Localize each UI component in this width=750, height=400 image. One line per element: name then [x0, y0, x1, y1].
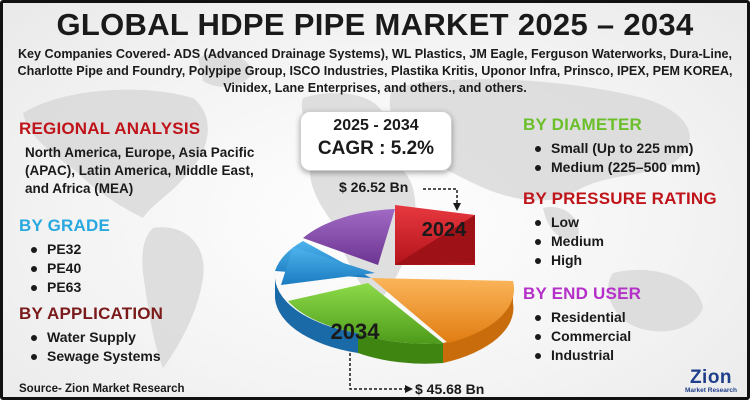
application-list: Water Supply Sewage Systems [31, 328, 161, 366]
bullet-icon [31, 265, 37, 272]
page-title: GLOBAL HDPE PIPE MARKET 2025 – 2034 [56, 7, 694, 42]
pie-slice-green [288, 283, 443, 344]
list-item: PE40 [31, 259, 81, 278]
end-user-list: Residential Commercial Industrial [535, 308, 631, 365]
key-companies-text: Key Companies Covered- ADS (Advanced Dra… [17, 47, 733, 95]
bullet-icon [535, 164, 541, 171]
by-pressure-heading: BY PRESSURE RATING [523, 189, 717, 208]
bullet-icon [535, 314, 541, 321]
pie-slice-orange [371, 278, 515, 343]
pie-label-start: 2024 [422, 219, 467, 241]
logo-name: Zion [689, 367, 733, 388]
bullet-icon [31, 334, 37, 341]
arrow-head-icon [453, 203, 461, 211]
arrow-head-icon [405, 385, 413, 393]
pie-slice-blue-top [281, 247, 375, 285]
source-text: Source- Zion Market Research [19, 383, 185, 395]
regional-analysis-heading: REGIONAL ANALYSIS [19, 119, 201, 138]
pie-sides [274, 273, 514, 364]
bullet-icon [31, 246, 37, 253]
pie-label-end: 2034 [331, 319, 381, 344]
by-grade-heading: BY GRADE [19, 216, 111, 235]
pie-slice-purple [303, 209, 395, 265]
arrow-icon [423, 188, 458, 205]
list-item: Sewage Systems [31, 347, 161, 366]
bullet-icon [535, 238, 541, 245]
pie-slice-red-edge [395, 215, 475, 265]
bullet-icon [535, 257, 541, 264]
list-item: Medium [535, 232, 604, 251]
grade-list: PE32 PE40 PE63 [31, 240, 81, 297]
arrow-icon [349, 353, 405, 390]
list-item: Water Supply [31, 328, 161, 347]
cagr-box: 2025 - 2034 CAGR : 5.2% [300, 111, 452, 171]
list-item: Low [535, 213, 604, 232]
bullet-icon [535, 219, 541, 226]
value-end-label: $ 45.68 Bn [415, 381, 485, 397]
logo: Zion Market Research [679, 367, 743, 395]
logo-tagline: Market Research [684, 387, 738, 394]
list-item: Small (Up to 225 mm) [535, 139, 700, 158]
bullet-icon [31, 353, 37, 360]
pie-side-blue [274, 273, 358, 353]
pie-chart-icon: 2024 2034 [274, 188, 515, 393]
bullet-icon [535, 333, 541, 340]
cagr-value: CAGR : 5.2% [317, 138, 435, 159]
bullet-icon [535, 352, 541, 359]
diameter-list: Small (Up to 225 mm) Medium (225–500 mm) [535, 139, 700, 177]
list-item: Residential [535, 308, 631, 327]
bullet-icon [31, 284, 37, 291]
list-item: Industrial [535, 346, 631, 365]
by-application-heading: BY APPLICATION [19, 304, 164, 323]
by-end-user-heading: BY END USER [523, 284, 642, 303]
pie-side-orange [443, 283, 514, 363]
list-item: Commercial [535, 327, 631, 346]
cagr-years: 2025 - 2034 [333, 117, 419, 134]
pie-side-green [358, 333, 443, 364]
regional-analysis-text: North America, Europe, Asia Pacific (APA… [25, 145, 255, 196]
list-item: PE32 [31, 240, 81, 259]
list-item: PE63 [31, 278, 81, 297]
value-start-label: $ 26.52 Bn [339, 179, 409, 195]
by-diameter-heading: BY DIAMETER [523, 115, 643, 134]
pressure-list: Low Medium High [535, 213, 604, 270]
bullet-icon [535, 145, 541, 152]
list-item: High [535, 251, 604, 270]
list-item: Medium (225–500 mm) [535, 158, 700, 177]
